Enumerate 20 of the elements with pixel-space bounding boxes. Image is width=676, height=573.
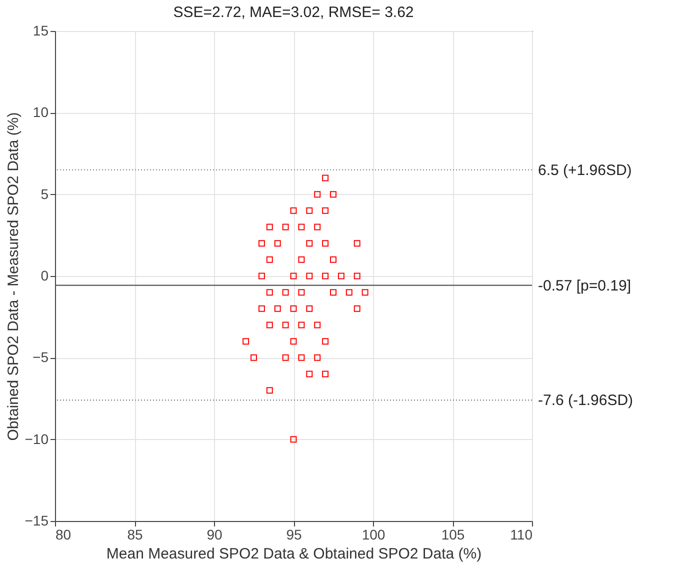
x-tick-label: 95 (286, 526, 302, 542)
x-tick-label: 105 (441, 526, 465, 542)
y-tick-label: 0 (40, 268, 49, 284)
y-tick-label: −15 (24, 512, 49, 528)
y-axis-title: Obtained SPO2 Data - Measured SPO2 Data (%) (4, 112, 22, 441)
ref-line-label: -7.6 (-1.96SD) (538, 392, 634, 410)
y-tick-label: −5 (32, 349, 49, 366)
x-tick-label: 90 (206, 526, 222, 542)
x-tick-label: 85 (127, 526, 143, 542)
x-axis-title: Mean Measured SPO2 Data & Obtained SPO2 Data (%) (106, 546, 482, 562)
y-tick-label: 10 (32, 104, 49, 120)
chart-title: SSE=2.72, MAE=3.02, RMSE= 3.62 (173, 4, 414, 21)
y-tick-label: −10 (24, 430, 49, 447)
y-tick-label: 5 (40, 186, 49, 202)
x-tick-label: 100 (362, 526, 386, 542)
x-tick-label: 80 (56, 526, 72, 542)
y-tick-label: 15 (32, 22, 49, 38)
x-tick-label: 110 (510, 526, 533, 542)
ref-line-label: 6.5 (+1.96SD) (538, 162, 632, 179)
ref-line-label: -0.57 [p=0.19] (538, 277, 631, 294)
